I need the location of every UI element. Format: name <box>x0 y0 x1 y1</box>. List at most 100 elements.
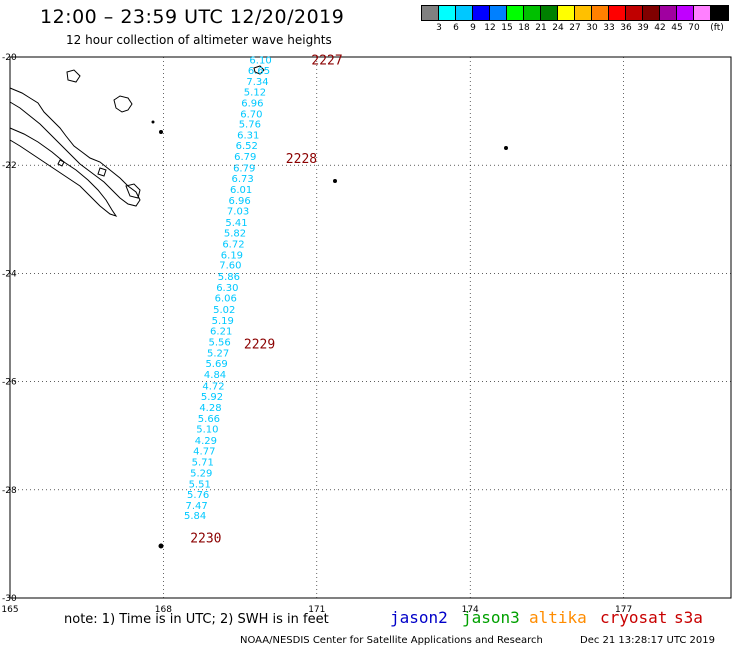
legend-label: 3 <box>436 23 442 33</box>
swh-value: 6.10 <box>249 56 271 67</box>
legend-label: 39 <box>637 23 649 33</box>
legend-label: 70 <box>688 23 700 33</box>
swh-value: 5.76 <box>239 120 261 131</box>
swh-value: 5.12 <box>244 88 266 99</box>
swh-value: 6.30 <box>216 283 238 294</box>
lat-label: -30 <box>2 594 17 604</box>
coastline <box>9 65 508 549</box>
lon-label: 171 <box>308 605 325 615</box>
swh-value: 5.27 <box>207 348 229 359</box>
time-mark: 2229 <box>244 338 275 353</box>
swh-value: 6.70 <box>240 109 262 120</box>
legend-swatch <box>490 6 507 20</box>
lon-label: 165 <box>1 605 18 615</box>
swh-value: 7.34 <box>246 77 268 88</box>
lat-label: -22 <box>2 161 17 171</box>
swh-value: 5.82 <box>224 228 246 239</box>
swh-value: 7.03 <box>227 207 249 218</box>
lon-label: 177 <box>615 605 632 615</box>
swh-value: 6.79 <box>233 163 255 174</box>
coastline-segment <box>125 183 141 199</box>
footer-note: note: 1) Time is in UTC; 2) SWH is in fe… <box>64 612 329 627</box>
swh-value: 6.79 <box>234 152 256 163</box>
island-dot <box>151 120 155 124</box>
legend-label: 18 <box>518 23 530 33</box>
satellite-cryosat: cryosat <box>600 608 668 627</box>
legend-swatch <box>626 6 643 20</box>
island-dot <box>504 146 508 150</box>
legend-label: 15 <box>501 23 513 33</box>
lat-label: -24 <box>2 269 17 279</box>
swh-value: 6.06 <box>215 294 237 305</box>
legend-label: 27 <box>569 23 581 33</box>
legend-label: 12 <box>484 23 496 33</box>
altimeter-track: 6.106.657.345.126.966.705.766.316.526.79… <box>184 54 343 547</box>
swh-value: 6.21 <box>210 327 232 338</box>
swh-value: 7.60 <box>219 261 241 272</box>
legend-swatch <box>456 6 473 20</box>
swh-value: 6.52 <box>236 141 258 152</box>
lat-label: -28 <box>2 486 17 496</box>
swh-value: 7.47 <box>186 501 208 512</box>
swh-value: 5.29 <box>190 468 212 479</box>
satellite-jason3: jason3 <box>462 608 520 627</box>
swh-value: 6.96 <box>228 196 250 207</box>
swh-value: 5.51 <box>189 479 211 490</box>
swh-value: 5.41 <box>225 218 247 229</box>
swh-value: 6.72 <box>222 240 244 251</box>
legend-label: 45 <box>671 23 683 33</box>
time-mark: 2230 <box>190 531 221 546</box>
map-frame <box>9 56 732 599</box>
swh-value: 4.72 <box>202 381 224 392</box>
lon-label: 168 <box>155 605 172 615</box>
legend-label: 36 <box>620 23 632 33</box>
lat-label: -26 <box>2 378 17 388</box>
swh-value: 5.86 <box>218 272 240 283</box>
legend-labels: (ft) 3 6 9 12 15 18 21 24 27 30 33 36 39 42 45 70 <box>421 21 729 33</box>
coastline-segment <box>9 87 141 207</box>
island-dot <box>333 179 337 183</box>
coastline-segment <box>9 127 118 217</box>
swh-value: 4.28 <box>199 403 221 414</box>
generated-timestamp: Dec 21 13:28:17 UTC 2019 <box>580 635 715 646</box>
satellite-s3a: s3a <box>674 608 703 627</box>
swh-value: 5.92 <box>201 392 223 403</box>
satellite-jason2: jason2 <box>390 608 448 627</box>
legend-swatch <box>609 6 626 20</box>
swh-value: 5.66 <box>198 414 220 425</box>
swh-value: 6.96 <box>241 98 263 109</box>
legend-label: 6 <box>453 23 459 33</box>
coastline-segment <box>97 167 107 177</box>
legend-label: 24 <box>552 23 564 33</box>
legend-label: 21 <box>535 23 547 33</box>
swh-value: 6.01 <box>230 185 252 196</box>
swh-value: 4.29 <box>195 436 217 447</box>
color-legend: (ft) 3 6 9 12 15 18 21 24 27 30 33 36 39 42 45 70 <box>421 5 729 33</box>
page-title: 12:00 – 23:59 UTC 12/20/2019 <box>40 6 345 28</box>
island-dot <box>159 130 163 134</box>
legend-label: 30 <box>586 23 598 33</box>
legend-swatch <box>575 6 592 20</box>
swh-value: 4.77 <box>193 446 215 457</box>
swh-value: 5.84 <box>184 511 206 522</box>
legend-swatch <box>422 6 439 20</box>
legend-swatch <box>677 6 694 20</box>
legend-swatch <box>660 6 677 20</box>
legend-swatches <box>421 5 729 21</box>
swh-value: 5.76 <box>187 490 209 501</box>
swh-value: 5.71 <box>192 458 214 469</box>
legend-swatch <box>473 6 490 20</box>
credit-line: NOAA/NESDIS Center for Satellite Applica… <box>240 635 543 646</box>
legend-label: 9 <box>470 23 476 33</box>
legend-unit: (ft) <box>710 23 724 33</box>
legend-swatch <box>439 6 456 20</box>
swh-value: 6.65 <box>248 66 270 77</box>
coastline-segment <box>113 95 133 113</box>
swh-value: 6.73 <box>232 174 254 185</box>
swh-value: 4.84 <box>204 370 226 381</box>
swh-value: 6.19 <box>221 250 243 261</box>
lon-label: 174 <box>462 605 479 615</box>
map-grid: 165 168 171 174 177 -20 -22 -24 -26 -28 -30 <box>1 53 732 615</box>
legend-swatch <box>524 6 541 20</box>
